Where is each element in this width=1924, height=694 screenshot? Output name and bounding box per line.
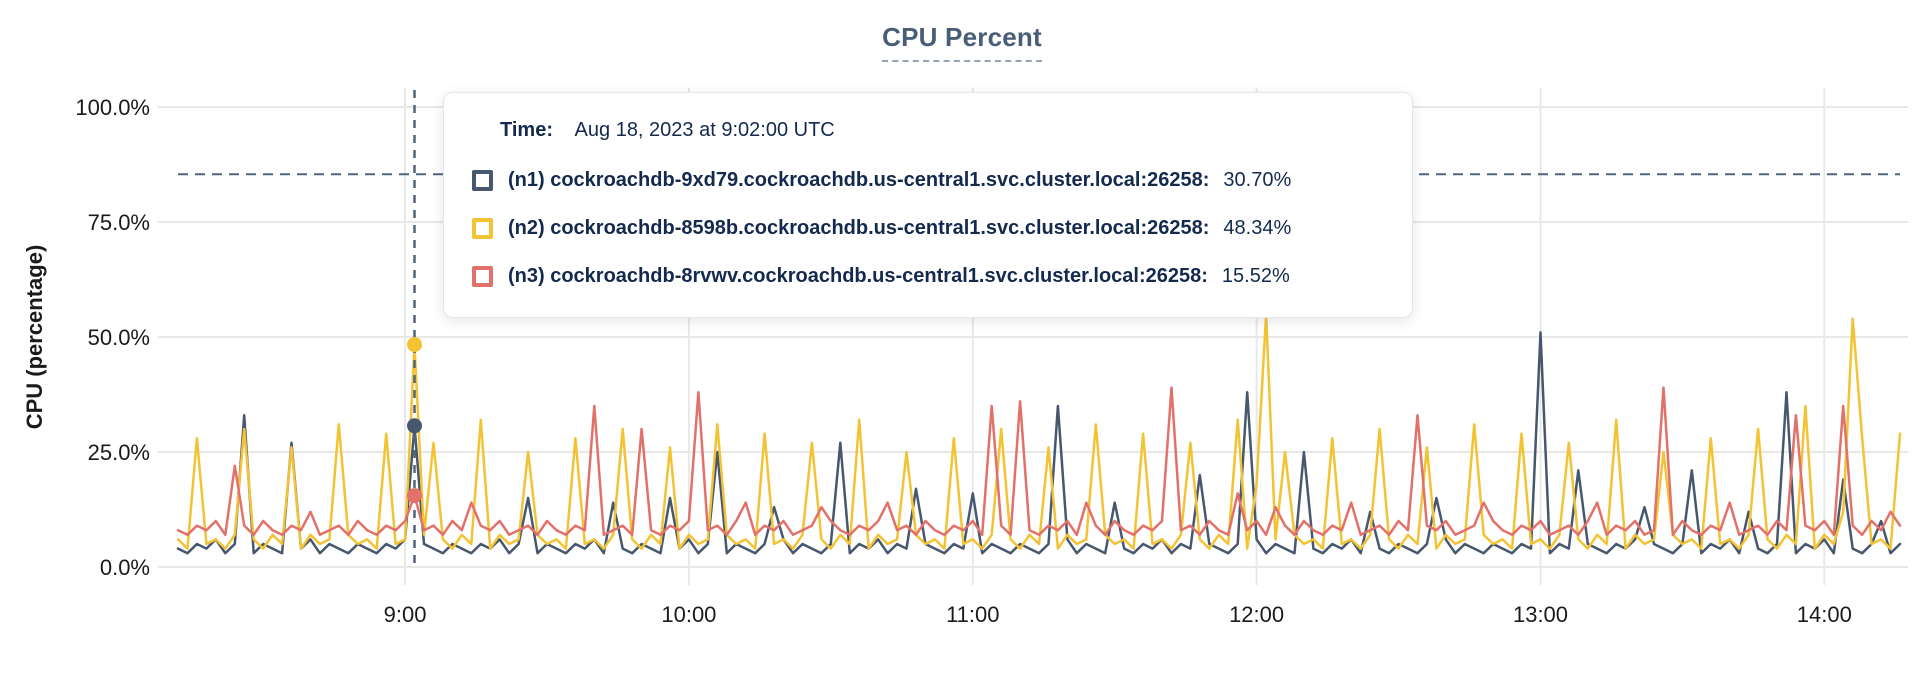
tooltip-series-row-n3: (n3) cockroachdb-8rvwv.cockroachdb.us-ce… (472, 263, 1372, 289)
x-tick-label: 12:00 (1229, 602, 1284, 627)
series-value: 30.70% (1223, 169, 1292, 191)
y-tick-label: 75.0% (88, 210, 150, 235)
series-value: 48.34% (1223, 217, 1292, 239)
chart-title: CPU Percent (882, 22, 1042, 62)
series-value: 15.52% (1221, 265, 1290, 287)
series-line (176, 386, 1902, 537)
hover-dot (407, 418, 422, 434)
chart-tooltip: Time: Aug 18, 2023 at 9:02:00 UTC (n1) c… (443, 92, 1413, 318)
hover-dot (407, 488, 422, 504)
chart-title-wrap: CPU Percent (0, 22, 1924, 62)
x-tick-label: 11:00 (946, 602, 999, 627)
series-line (176, 331, 1902, 555)
legend-swatch (472, 217, 493, 239)
x-tick-label: 13:00 (1513, 602, 1568, 627)
y-tick-label: 100.0% (75, 95, 150, 120)
series-label: (n3) cockroachdb-8rvwv.cockroachdb.us-ce… (508, 265, 1208, 287)
series-label: (n2) cockroachdb-8598b.cockroachdb.us-ce… (508, 217, 1210, 239)
tooltip-time-row: Time: Aug 18, 2023 at 9:02:00 UTC (500, 117, 1372, 143)
y-tick-label: 0.0% (100, 555, 150, 580)
hover-dot (407, 337, 422, 353)
tooltip-time-value: Aug 18, 2023 at 9:02:00 UTC (574, 119, 835, 141)
y-axis-title: CPU (percentage) (22, 245, 47, 430)
series-line (176, 312, 1902, 550)
tooltip-time-label: Time: (500, 119, 553, 141)
y-tick-label: 50.0% (88, 325, 150, 350)
y-tick-label: 25.0% (88, 440, 150, 465)
tooltip-series-row-n1: (n1) cockroachdb-9xd79.cockroachdb.us-ce… (472, 167, 1372, 193)
legend-swatch (472, 265, 493, 287)
x-tick-label: 10:00 (661, 602, 716, 627)
x-tick-label: 9:00 (384, 602, 427, 627)
legend-swatch (472, 169, 493, 191)
x-tick-label: 14:00 (1797, 602, 1852, 627)
series-label: (n1) cockroachdb-9xd79.cockroachdb.us-ce… (508, 169, 1210, 191)
tooltip-series-row-n2: (n2) cockroachdb-8598b.cockroachdb.us-ce… (472, 215, 1372, 241)
